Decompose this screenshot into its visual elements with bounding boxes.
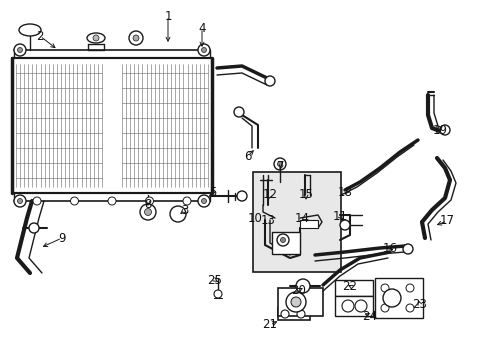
Text: 24: 24 xyxy=(362,310,377,323)
Circle shape xyxy=(70,197,79,205)
Circle shape xyxy=(214,290,222,298)
Circle shape xyxy=(145,197,153,205)
Circle shape xyxy=(276,234,288,246)
Circle shape xyxy=(439,125,449,135)
Bar xyxy=(278,308,309,320)
Circle shape xyxy=(273,158,285,170)
Circle shape xyxy=(201,48,206,53)
Circle shape xyxy=(144,208,151,216)
Circle shape xyxy=(405,284,413,292)
Circle shape xyxy=(277,162,282,166)
Text: 12: 12 xyxy=(262,189,277,202)
Circle shape xyxy=(14,44,26,56)
Circle shape xyxy=(129,31,142,45)
Circle shape xyxy=(237,191,246,201)
Circle shape xyxy=(295,279,309,293)
Text: 19: 19 xyxy=(431,123,447,136)
Text: 7: 7 xyxy=(277,159,284,172)
Text: 16: 16 xyxy=(382,242,397,255)
Circle shape xyxy=(14,195,26,207)
Circle shape xyxy=(18,48,22,53)
Circle shape xyxy=(33,197,41,205)
Circle shape xyxy=(380,304,388,312)
Circle shape xyxy=(18,198,22,203)
Bar xyxy=(278,288,323,316)
Circle shape xyxy=(170,206,185,222)
Text: 17: 17 xyxy=(439,215,453,228)
Ellipse shape xyxy=(87,33,105,43)
Text: 6: 6 xyxy=(244,149,251,162)
Text: 18: 18 xyxy=(337,185,352,198)
Circle shape xyxy=(234,107,244,117)
Circle shape xyxy=(280,238,285,243)
Circle shape xyxy=(290,297,301,307)
Circle shape xyxy=(339,220,349,230)
Ellipse shape xyxy=(19,24,41,36)
Text: 14: 14 xyxy=(294,212,309,225)
Circle shape xyxy=(382,289,400,307)
Circle shape xyxy=(354,300,366,312)
Text: 10: 10 xyxy=(247,211,262,225)
Circle shape xyxy=(93,35,99,41)
Circle shape xyxy=(341,300,353,312)
Bar xyxy=(374,278,422,318)
Bar xyxy=(334,280,372,296)
Circle shape xyxy=(264,76,274,86)
Circle shape xyxy=(29,223,39,233)
Circle shape xyxy=(133,35,139,41)
Text: 23: 23 xyxy=(412,298,427,311)
Text: 20: 20 xyxy=(291,284,306,297)
Circle shape xyxy=(405,304,413,312)
Text: 9: 9 xyxy=(58,231,65,244)
Text: 8: 8 xyxy=(144,198,151,211)
Circle shape xyxy=(201,198,206,203)
Text: 25: 25 xyxy=(207,274,222,287)
Circle shape xyxy=(281,310,288,318)
Circle shape xyxy=(296,310,305,318)
Text: 21: 21 xyxy=(262,319,277,332)
Text: 1: 1 xyxy=(164,9,171,22)
Text: 13: 13 xyxy=(260,215,275,228)
Text: 5: 5 xyxy=(209,185,216,198)
Text: 4: 4 xyxy=(198,22,205,35)
Bar xyxy=(299,220,317,228)
Circle shape xyxy=(198,44,209,56)
Text: 11: 11 xyxy=(332,210,347,222)
Circle shape xyxy=(285,292,305,312)
Circle shape xyxy=(108,197,116,205)
Bar xyxy=(271,232,299,254)
Circle shape xyxy=(402,244,412,254)
Text: 15: 15 xyxy=(298,189,313,202)
Circle shape xyxy=(140,204,156,220)
Circle shape xyxy=(183,197,191,205)
Bar xyxy=(252,172,340,272)
Bar xyxy=(334,296,372,316)
Text: 3: 3 xyxy=(181,203,188,216)
Text: 22: 22 xyxy=(342,279,357,292)
Text: 2: 2 xyxy=(36,30,43,42)
Circle shape xyxy=(380,284,388,292)
Circle shape xyxy=(198,195,209,207)
